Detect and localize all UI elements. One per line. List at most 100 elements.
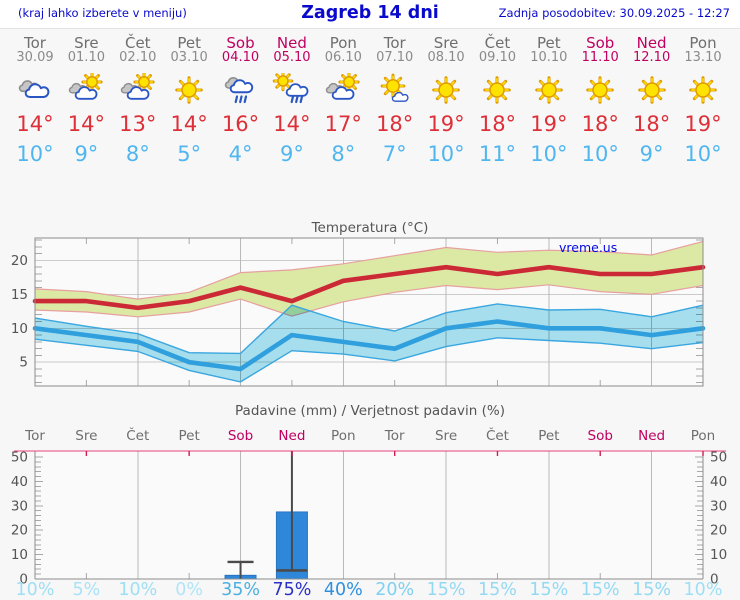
day-column-tor-07.10[interactable]: Tor 07.10 xyxy=(368,36,422,65)
day-name: Tor xyxy=(383,34,406,52)
min-temperature: 10° xyxy=(427,142,465,166)
min-temperature: 10° xyxy=(581,142,619,166)
precip-axis-day: Pon xyxy=(690,428,716,444)
precip-probability: 15% xyxy=(529,580,569,600)
day-name: Pon xyxy=(329,34,357,52)
sunny-icon xyxy=(529,73,569,107)
day-column-sob-11.10[interactable]: Sob 11.10 xyxy=(573,36,627,65)
sunny-icon xyxy=(477,73,517,107)
min-temperature: 9° xyxy=(639,142,664,166)
day-date: 07.10 xyxy=(376,50,414,65)
precip-probability: 15% xyxy=(580,580,620,600)
day-name: Sob xyxy=(226,34,255,52)
day-name: Sre xyxy=(74,34,99,52)
precip-probability: 15% xyxy=(426,580,466,600)
max-temperature: 14° xyxy=(273,112,311,136)
precip-probability: 10% xyxy=(118,580,158,600)
day-date: 13.10 xyxy=(684,50,722,65)
precip-probability: 35% xyxy=(221,580,260,600)
day-date: 30.09 xyxy=(16,50,54,65)
max-temperature: 17° xyxy=(324,112,362,136)
day-date: 02.10 xyxy=(119,50,157,65)
precip-axis-day: Ned xyxy=(278,428,306,444)
day-column-pet-10.10[interactable]: Pet 10.10 xyxy=(522,36,576,65)
partly-icon xyxy=(66,73,106,107)
precip-probability: 15% xyxy=(478,580,517,600)
min-temperature: 10° xyxy=(684,142,722,166)
sunny-icon xyxy=(426,73,466,107)
day-name: Čet xyxy=(484,34,511,52)
day-name: Pon xyxy=(689,34,717,52)
day-column-ned-05.10[interactable]: Ned 05.10 xyxy=(265,36,319,65)
page-title: Zagreb 14 dni xyxy=(301,3,439,23)
page-header: (kraj lahko izberete v meniju) Zagreb 14… xyxy=(0,0,740,29)
day-name: Ned xyxy=(276,34,307,52)
day-date: 01.10 xyxy=(67,50,105,65)
day-date: 11.10 xyxy=(581,50,619,65)
temperature-chart: 5 10 15 20 xyxy=(11,237,706,387)
precipitation-chart-title: Padavine (mm) / Verjetnost padavin (%) xyxy=(235,403,505,419)
day-name: Pet xyxy=(537,34,561,52)
max-temperature: 13° xyxy=(119,112,157,136)
precip-probability: 15% xyxy=(632,580,672,600)
day-column-ned-12.10[interactable]: Ned 12.10 xyxy=(625,36,679,65)
precip-axis-day: Tor xyxy=(25,428,45,444)
sun-rain-icon xyxy=(272,73,312,107)
precip-probability: 10% xyxy=(683,580,723,600)
temperature-chart-title: Temperatura (°C) xyxy=(311,220,429,236)
day-column-pet-03.10[interactable]: Pet 03.10 xyxy=(162,36,216,65)
max-temperature: 18° xyxy=(478,112,517,136)
day-name: Sre xyxy=(433,34,459,52)
watermark-link[interactable]: vreme.us xyxy=(559,240,618,255)
min-temperature: 9° xyxy=(74,142,99,166)
svg-text:0: 0 xyxy=(710,572,719,588)
day-column-sre-08.10[interactable]: Sre 08.10 xyxy=(419,36,473,65)
sunny-icon xyxy=(169,73,209,107)
svg-text:5: 5 xyxy=(19,355,28,371)
day-column-sob-04.10[interactable]: Sob 04.10 xyxy=(214,36,268,65)
min-temperature: 10° xyxy=(16,142,54,166)
max-temperature: 14° xyxy=(170,112,208,136)
precip-probability: 0% xyxy=(175,580,204,600)
day-date: 04.10 xyxy=(221,50,260,65)
precip-axis-day: Čet xyxy=(485,428,509,444)
day-date: 06.10 xyxy=(324,50,362,65)
min-temperature: 11° xyxy=(478,142,517,166)
svg-text:0: 0 xyxy=(19,572,28,588)
day-date: 10.10 xyxy=(530,50,568,65)
partly-icon xyxy=(323,73,363,107)
day-column-pon-13.10[interactable]: Pon 13.10 xyxy=(676,36,730,65)
max-temperature: 18° xyxy=(376,112,414,136)
sunny-icon xyxy=(580,73,620,107)
day-name: Čet xyxy=(124,34,151,52)
svg-text:30: 30 xyxy=(710,498,727,514)
day-date: 05.10 xyxy=(273,50,311,65)
day-name: Ned xyxy=(636,34,667,52)
min-temperature: 5° xyxy=(177,142,202,166)
svg-text:50: 50 xyxy=(710,450,727,466)
min-temperature: 4° xyxy=(228,142,253,166)
min-temperature: 8° xyxy=(125,142,150,166)
precip-probability: 20% xyxy=(375,580,415,600)
svg-text:50: 50 xyxy=(11,450,28,466)
day-column-tor-30.09[interactable]: Tor 30.09 xyxy=(8,36,62,65)
sunny-icon xyxy=(632,73,672,107)
svg-text:10: 10 xyxy=(710,547,727,563)
day-name: Pet xyxy=(177,34,201,52)
day-column-pon-06.10[interactable]: Pon 06.10 xyxy=(316,36,370,65)
day-date: 09.10 xyxy=(478,50,517,65)
day-column-čet-02.10[interactable]: Čet 02.10 xyxy=(111,36,165,65)
day-column-čet-09.10[interactable]: Čet 09.10 xyxy=(470,36,524,65)
rain-icon xyxy=(221,73,261,107)
day-date: 08.10 xyxy=(427,50,465,65)
sunny-icon xyxy=(683,73,723,107)
precipitation-chart: 0 0 10 10 20 20 30 30 40 40 50 50 xyxy=(11,450,727,588)
precip-probability: 75% xyxy=(272,580,312,600)
day-column-sre-01.10[interactable]: Sre 01.10 xyxy=(59,36,113,65)
max-temperature: 18° xyxy=(632,112,671,136)
max-temperature: 19° xyxy=(427,112,465,136)
day-date: 12.10 xyxy=(633,50,671,65)
precip-axis-day: Pet xyxy=(178,428,200,444)
svg-text:15: 15 xyxy=(11,287,28,303)
precip-axis-day: Sob xyxy=(227,428,254,444)
